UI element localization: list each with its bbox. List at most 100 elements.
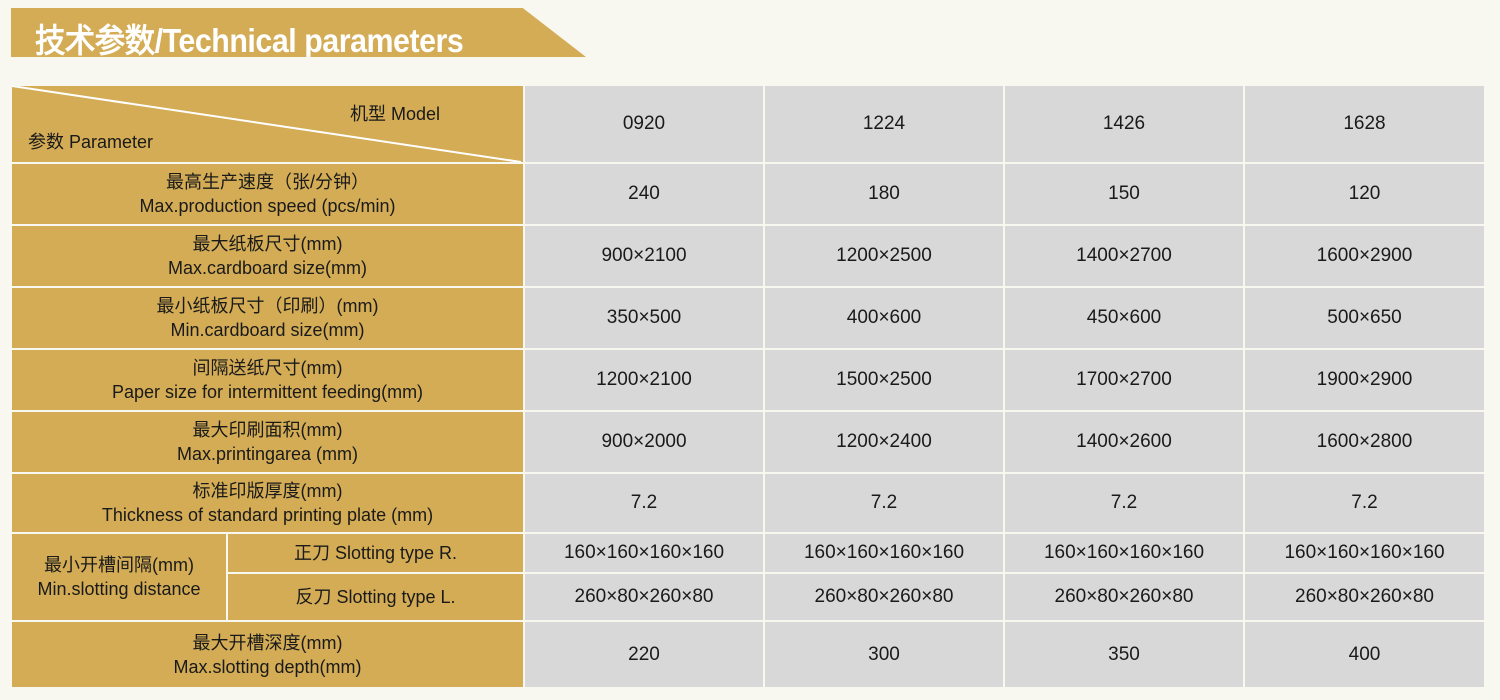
value-cell: 160×160×160×160 <box>1005 534 1243 572</box>
slotting-type-cell: 反刀 Slotting type L. <box>228 574 523 620</box>
value-cell: 1600×2800 <box>1245 412 1484 472</box>
value-cell: 1700×2700 <box>1005 350 1243 410</box>
value-cell: 900×2100 <box>525 226 763 286</box>
model-header-cell: 1224 <box>765 86 1003 162</box>
value-cell: 160×160×160×160 <box>1245 534 1484 572</box>
cell-text: 最大开槽深度(mm) <box>192 632 343 653</box>
cell-text: 1400×2700 <box>1076 245 1172 266</box>
cell-text: 120 <box>1348 183 1381 204</box>
value-cell: 1400×2700 <box>1005 226 1243 286</box>
cell-text: 间隔送纸尺寸(mm) <box>192 358 343 378</box>
parameter-label-cell: 最大印刷面积(mm) Max.printingarea (mm) <box>12 412 523 472</box>
value-cell: 1200×2400 <box>765 412 1003 472</box>
cell-text: 最大印刷面积(mm) <box>192 420 343 440</box>
cell-text: 900×2000 <box>601 431 687 452</box>
value-cell: 1200×2100 <box>525 350 763 410</box>
value-cell: 1900×2900 <box>1245 350 1484 410</box>
value-cell: 180 <box>765 164 1003 224</box>
cell-text: 400 <box>1348 643 1381 665</box>
parameter-label-cell: 最大开槽深度(mm) Max.slotting depth(mm) <box>12 622 523 687</box>
value-cell: 160×160×160×160 <box>765 534 1003 572</box>
cell-text: Max.production speed (pcs/min) <box>139 196 396 216</box>
cell-text: 最小开槽间隔(mm) <box>44 555 194 575</box>
cell-text: Paper size for intermittent feeding(mm) <box>111 382 424 402</box>
cell-text: 160×160×160×160 <box>563 542 725 563</box>
cell-text: 350 <box>1108 643 1140 665</box>
value-cell: 7.2 <box>1005 474 1243 532</box>
parameters-table: 机型 Model 参数 Parameter 0920 1224 1426 1628 最高… <box>12 86 1484 687</box>
cell-text: 260×80×260×80 <box>574 586 714 607</box>
cell-text: 500×650 <box>1327 307 1402 328</box>
cell-text: 0920 <box>622 113 666 134</box>
value-cell: 260×80×260×80 <box>765 574 1003 620</box>
section-title-banner: 技术参数/Technical parameters <box>11 8 586 57</box>
cell-text: 220 <box>628 643 660 665</box>
cell-text: Min.slotting distance <box>37 579 201 599</box>
cell-text: 1200×2500 <box>836 245 932 266</box>
value-cell: 500×650 <box>1245 288 1484 348</box>
cell-text: 1224 <box>862 113 906 134</box>
value-cell: 260×80×260×80 <box>1245 574 1484 620</box>
parameter-label-cell: 最大纸板尺寸(mm) Max.cardboard size(mm) <box>12 226 523 286</box>
value-cell: 400 <box>1245 622 1484 687</box>
parameter-label: 参数 Parameter <box>28 132 154 152</box>
value-cell: 160×160×160×160 <box>525 534 763 572</box>
cell-text: 350×500 <box>606 307 682 328</box>
cell-text: 7.2 <box>870 492 898 513</box>
cell-text: Max.cardboard size(mm) <box>167 258 368 278</box>
value-cell: 7.2 <box>525 474 763 532</box>
cell-text: 150 <box>1108 183 1140 204</box>
cell-text: 7.2 <box>1351 492 1378 513</box>
cell-text: 最大纸板尺寸(mm) <box>192 234 343 254</box>
cell-text: 最高生产速度（张/分钟） <box>166 172 369 192</box>
value-cell: 7.2 <box>1245 474 1484 532</box>
model-header-cell: 1426 <box>1005 86 1243 162</box>
value-cell: 150 <box>1005 164 1243 224</box>
value-cell: 300 <box>765 622 1003 687</box>
diagonal-divider <box>12 86 521 162</box>
value-cell: 240 <box>525 164 763 224</box>
value-cell: 7.2 <box>765 474 1003 532</box>
cell-text: 1628 <box>1343 113 1386 134</box>
parameter-label-cell: 最小纸板尺寸（印刷）(mm) Min.cardboard size(mm) <box>12 288 523 348</box>
cell-text: 正刀 Slotting type R. <box>293 543 458 563</box>
cell-text: 160×160×160×160 <box>1043 542 1205 563</box>
value-cell: 1500×2500 <box>765 350 1003 410</box>
cell-text: 1200×2100 <box>596 369 692 390</box>
model-label: 机型 Model <box>350 104 441 124</box>
model-header-cell: 1628 <box>1245 86 1484 162</box>
cell-text: Max.printingarea (mm) <box>176 444 359 464</box>
cell-text: 1500×2500 <box>836 369 932 390</box>
cell-text: 1600×2800 <box>1316 431 1413 452</box>
value-cell: 260×80×260×80 <box>525 574 763 620</box>
value-cell: 350×500 <box>525 288 763 348</box>
cell-text: 300 <box>868 643 900 665</box>
cell-text: 180 <box>868 183 900 204</box>
model-header-cell: 0920 <box>525 86 763 162</box>
cell-text: 160×160×160×160 <box>1284 542 1445 563</box>
cell-text: 160×160×160×160 <box>803 542 965 563</box>
cell-text: 1600×2900 <box>1316 245 1413 266</box>
cell-text: 最小纸板尺寸（印刷）(mm) <box>156 296 379 316</box>
cell-text: 7.2 <box>1110 492 1138 513</box>
value-cell: 220 <box>525 622 763 687</box>
slotting-label-cell: 最小开槽间隔(mm) Min.slotting distance <box>12 534 226 620</box>
value-cell: 1400×2600 <box>1005 412 1243 472</box>
parameter-label-cell: 最高生产速度（张/分钟） Max.production speed (pcs/mi… <box>12 164 523 224</box>
parameter-label-cell: 标准印版厚度(mm) Thickness of standard printing… <box>12 474 523 532</box>
cell-text: 7.2 <box>630 492 658 513</box>
cell-text: 900×2100 <box>601 245 687 266</box>
cell-text: 260×80×260×80 <box>1054 586 1194 607</box>
cell-text: 1700×2700 <box>1076 369 1172 390</box>
cell-text: 反刀 Slotting type L. <box>295 587 456 607</box>
cell-text: 1200×2400 <box>836 431 932 452</box>
parameter-label-cell: 间隔送纸尺寸(mm) Paper size for intermittent fe… <box>12 350 523 410</box>
value-cell: 900×2000 <box>525 412 763 472</box>
cell-text: 260×80×260×80 <box>814 586 954 607</box>
cell-text: 1426 <box>1102 113 1146 134</box>
slotting-type-cell: 正刀 Slotting type R. <box>228 534 523 572</box>
cell-text: Min.cardboard size(mm) <box>170 320 365 340</box>
cell-text: 1900×2900 <box>1316 369 1413 390</box>
cell-text: 450×600 <box>1086 307 1162 328</box>
header-corner-cell: 机型 Model 参数 Parameter <box>12 86 523 162</box>
